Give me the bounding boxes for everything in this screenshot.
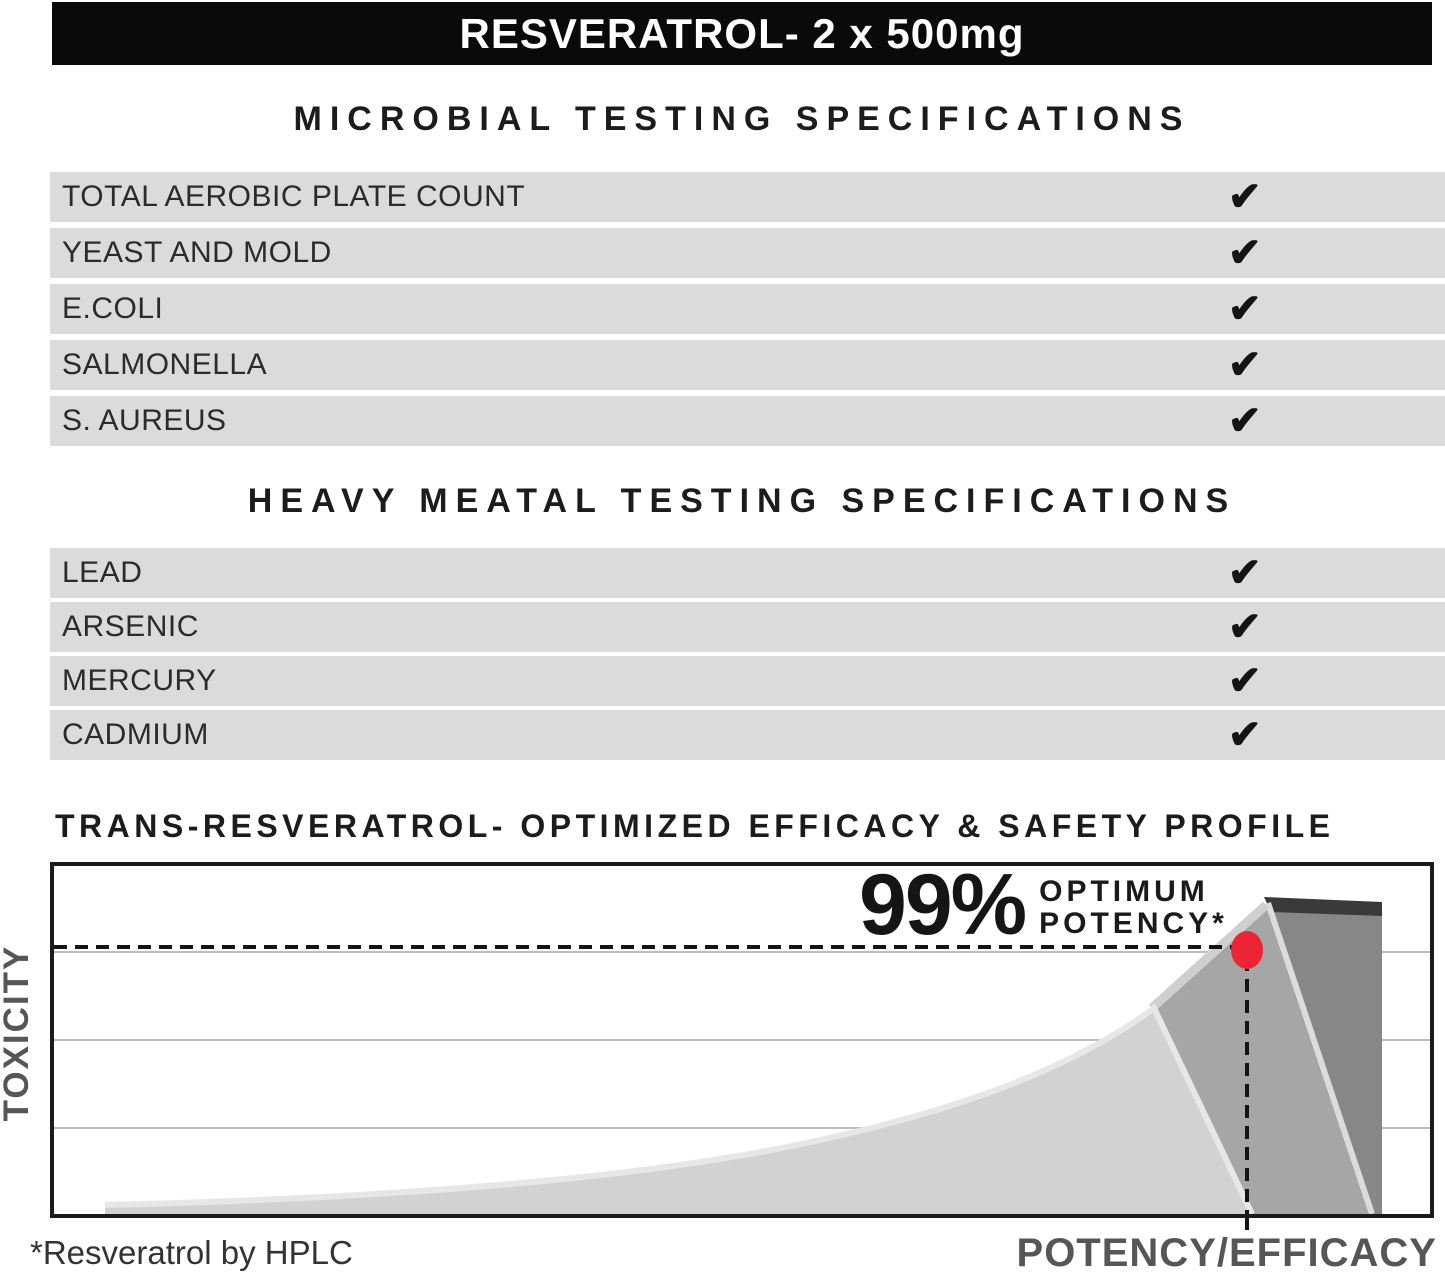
mountain-right-seam <box>1265 902 1375 1214</box>
check-icon: ✔ <box>1228 343 1262 387</box>
product-title-bar: RESVERATROL- 2 x 500mg <box>52 2 1432 65</box>
toxicity-curve-area <box>105 1008 1252 1214</box>
microbial-section-heading: MICROBIAL TESTING SPECIFICATIONS <box>293 100 1191 138</box>
spec-row-label: E.COLI <box>62 292 164 325</box>
x-axis-label: POTENCY/EFFICACY <box>1016 1231 1437 1273</box>
mountain-slope-highlight <box>1148 901 1270 1012</box>
spec-row: ARSENIC ✔ <box>50 602 1445 652</box>
spec-row-label: SALMONELLA <box>62 348 268 381</box>
spec-row-label: LEAD <box>62 556 143 589</box>
spec-row-label: TOTAL AEROBIC PLATE COUNT <box>62 180 526 213</box>
spec-row: E.COLI ✔ <box>50 284 1445 334</box>
optimum-x-axis-tick <box>1245 1218 1249 1230</box>
optimum-point-marker <box>1231 931 1263 969</box>
chart-canvas <box>54 897 1430 1214</box>
spec-row: YEAST AND MOLD ✔ <box>50 228 1445 278</box>
heavy-metal-spec-table: LEAD ✔ ARSENIC ✔ MERCURY ✔ CADMIUM ✔ <box>50 548 1445 764</box>
product-title: RESVERATROL- 2 x 500mg <box>459 9 1025 57</box>
optimum-value: 99% <box>859 857 1027 953</box>
spec-row-label: CADMIUM <box>62 718 209 751</box>
mountain-top-cap <box>1264 897 1382 916</box>
toxicity-potency-chart: 99% OPTIMUM POTENCY* <box>50 862 1434 1218</box>
spec-row-label: YEAST AND MOLD <box>62 236 332 269</box>
check-icon: ✔ <box>1228 399 1262 443</box>
optimum-label-line1: OPTIMUM <box>1039 875 1209 908</box>
y-axis-label: TOXICITY <box>0 944 36 1122</box>
check-icon: ✔ <box>1228 713 1262 757</box>
spec-row-label: S. AUREUS <box>62 404 227 437</box>
check-icon: ✔ <box>1228 605 1262 649</box>
spec-row: SALMONELLA ✔ <box>50 340 1445 390</box>
check-icon: ✔ <box>1228 175 1262 219</box>
mountain-medium-face <box>1152 903 1372 1214</box>
chart-heading: TRANS-RESVERATROL- OPTIMIZED EFFICACY & … <box>55 808 1335 844</box>
spec-row: TOTAL AEROBIC PLATE COUNT ✔ <box>50 172 1445 222</box>
check-icon: ✔ <box>1228 551 1262 595</box>
spec-row-label: ARSENIC <box>62 610 199 643</box>
spec-row: MERCURY ✔ <box>50 656 1445 706</box>
check-icon: ✔ <box>1228 659 1262 703</box>
check-icon: ✔ <box>1228 231 1262 275</box>
spec-row: CADMIUM ✔ <box>50 710 1445 760</box>
optimum-annotation: 99% OPTIMUM POTENCY* <box>859 857 1228 953</box>
chart-footnote: *Resveratrol by HPLC <box>30 1234 353 1271</box>
spec-row: S. AUREUS ✔ <box>50 396 1445 446</box>
spec-row-label: MERCURY <box>62 664 217 697</box>
spec-row: LEAD ✔ <box>50 548 1445 598</box>
microbial-spec-table: TOTAL AEROBIC PLATE COUNT ✔ YEAST AND MOLD… <box>50 172 1445 452</box>
check-icon: ✔ <box>1228 287 1262 331</box>
optimum-label-line2: POTENCY* <box>1039 906 1228 940</box>
optimum-label: OPTIMUM POTENCY* <box>1039 876 1228 939</box>
heavy-metal-section-heading: HEAVY MEATAL TESTING SPECIFICATIONS <box>247 482 1237 520</box>
toxicity-curve-highlight <box>104 1003 1255 1214</box>
